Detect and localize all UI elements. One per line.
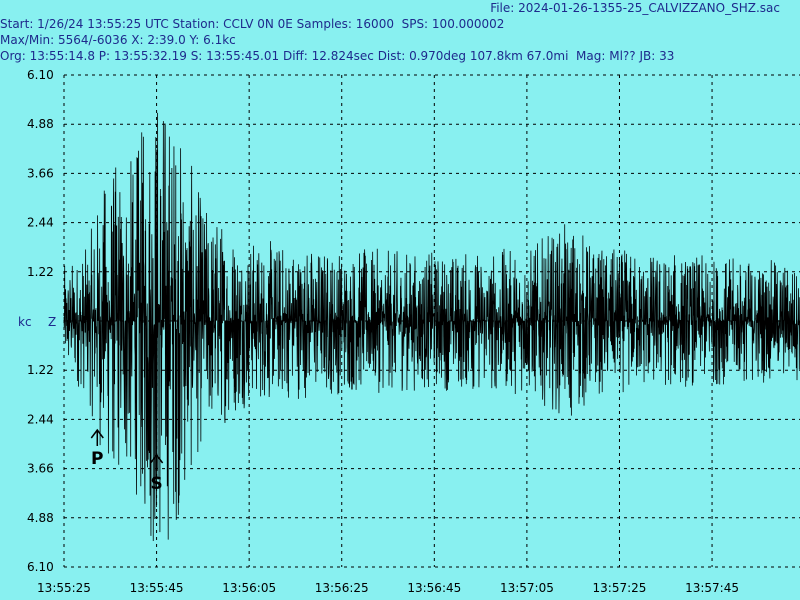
x-tick-label: 13:56:45 [407, 581, 461, 595]
y-tick-label: 2.44 [27, 412, 54, 426]
header-start-line: Start: 1/26/24 13:55:25 UTC Station: CCL… [0, 17, 505, 31]
trace-path [63, 112, 800, 541]
y-tick-label: 1.22 [27, 363, 54, 377]
y-axis-ticks: 6.10 4.88 3.66 2.44 1.22 1.22 2.44 3.66 4.88 6.10 [27, 68, 54, 574]
y-axis-label: kc [18, 315, 32, 329]
x-tick-label: 13:56:25 [315, 581, 369, 595]
y-tick-label: 1.22 [27, 265, 54, 279]
channel-label: Z [48, 315, 56, 329]
x-tick-label: 13:55:45 [130, 581, 184, 595]
phase-label-p: P [91, 449, 103, 469]
phase-markers: PS [90, 428, 164, 494]
y-tick-label: 4.88 [27, 511, 54, 525]
x-tick-label: 13:57:05 [500, 581, 554, 595]
x-tick-label: 13:55:25 [37, 581, 91, 595]
y-tick-label: 6.10 [27, 68, 54, 82]
header-maxmin-line: Max/Min: 5564/-6036 X: 2:39.0 Y: 6.1kc [0, 33, 236, 47]
header-origin-line: Org: 13:55:14.8 P: 13:55:32.19 S: 13:55:… [0, 49, 675, 63]
file-name: File: 2024-01-26-1355-25_CALVIZZANO_SHZ.… [490, 1, 780, 15]
y-tick-label: 6.10 [27, 560, 54, 574]
y-tick-label: 2.44 [27, 216, 54, 230]
seismogram-trace [63, 112, 800, 541]
y-tick-label: 3.66 [27, 166, 54, 180]
y-tick-label: 4.88 [27, 117, 54, 131]
phase-arrowhead-s [150, 453, 164, 464]
x-tick-label: 13:57:25 [593, 581, 647, 595]
x-tick-label: 13:57:45 [685, 581, 739, 595]
phase-arrowhead-p [90, 428, 104, 439]
phase-label-s: S [150, 474, 162, 494]
x-axis-ticks: 13:55:25 13:55:45 13:56:05 13:56:25 13:56:45… [37, 581, 739, 595]
y-tick-label: 3.66 [27, 462, 54, 476]
x-tick-label: 13:56:05 [222, 581, 276, 595]
